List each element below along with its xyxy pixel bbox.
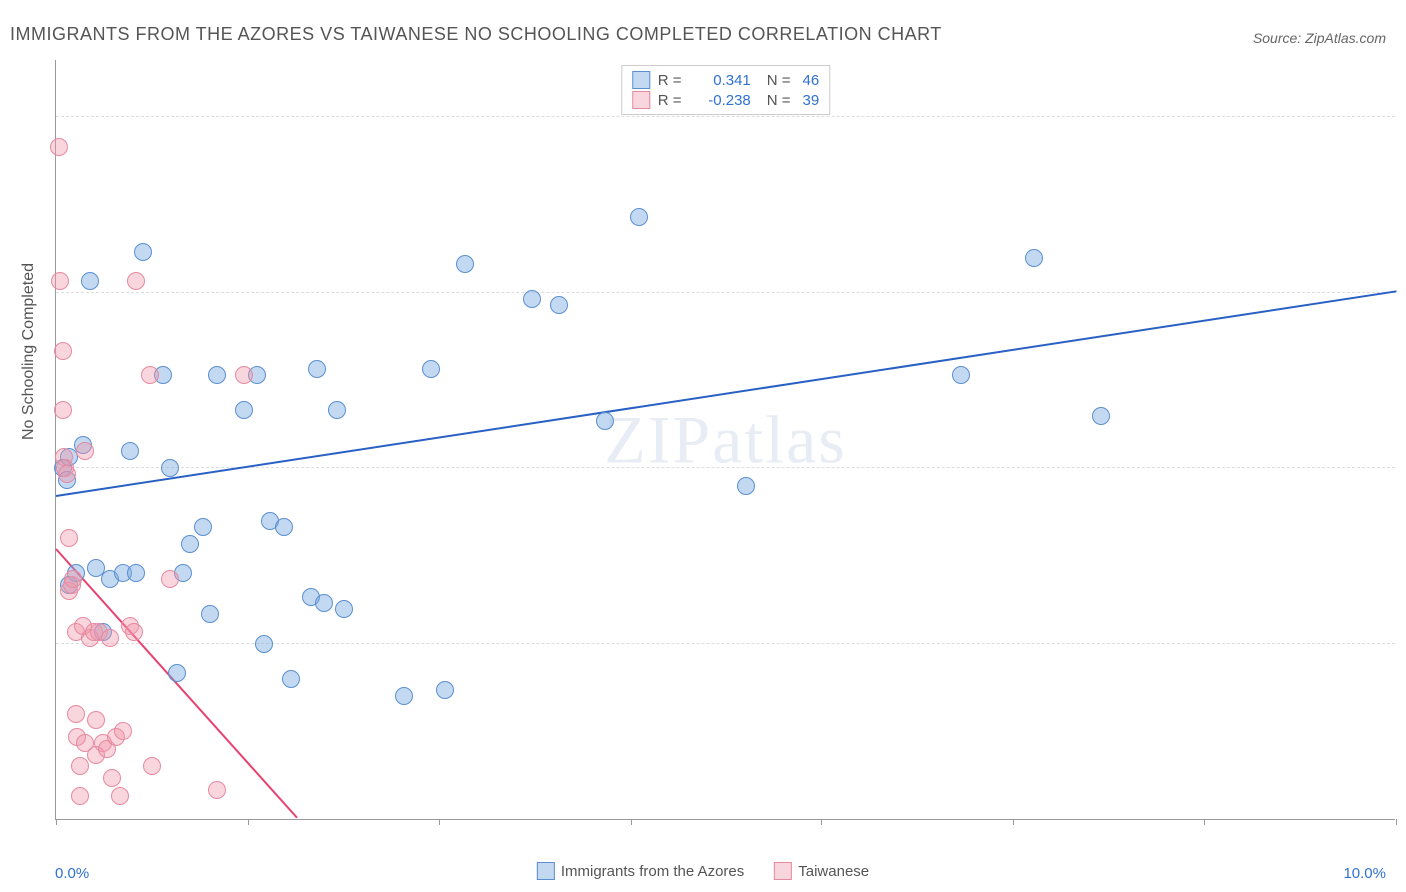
data-point	[328, 401, 346, 419]
data-point	[67, 705, 85, 723]
data-point	[235, 366, 253, 384]
legend-stats-row: R = 0.341 N = 46	[632, 70, 819, 90]
x-tick	[631, 819, 632, 825]
legend-r-label: R =	[658, 72, 688, 89]
legend-swatch-icon	[632, 91, 650, 109]
data-point	[168, 664, 186, 682]
x-tick	[248, 819, 249, 825]
data-point	[76, 442, 94, 460]
gridline	[56, 116, 1395, 117]
data-point	[161, 570, 179, 588]
x-tick	[439, 819, 440, 825]
data-point	[456, 255, 474, 273]
legend-item-taiwanese: Taiwanese	[774, 862, 869, 880]
data-point	[315, 594, 333, 612]
data-point	[81, 272, 99, 290]
data-point	[550, 296, 568, 314]
legend-n-label: N =	[767, 72, 791, 89]
x-tick	[821, 819, 822, 825]
data-point	[58, 465, 76, 483]
data-point	[103, 769, 121, 787]
x-axis-max-label: 10.0%	[1343, 865, 1386, 882]
data-point	[54, 342, 72, 360]
legend-n-value: 39	[803, 92, 820, 109]
source-attribution: Source: ZipAtlas.com	[1253, 30, 1386, 46]
data-point	[737, 477, 755, 495]
data-point	[308, 360, 326, 378]
gridline	[56, 292, 1395, 293]
trendline	[55, 548, 298, 818]
legend-r-value: 0.341	[696, 72, 751, 89]
legend-swatch-taiwanese	[774, 862, 792, 880]
data-point	[134, 243, 152, 261]
data-point	[282, 670, 300, 688]
data-point	[275, 518, 293, 536]
x-tick	[1396, 819, 1397, 825]
data-point	[60, 529, 78, 547]
data-point	[194, 518, 212, 536]
data-point	[127, 564, 145, 582]
data-point	[523, 290, 541, 308]
data-point	[111, 787, 129, 805]
legend-item-azores: Immigrants from the Azores	[537, 862, 744, 880]
legend-n-label: N =	[767, 92, 791, 109]
x-tick	[56, 819, 57, 825]
data-point	[1025, 249, 1043, 267]
legend-r-label: R =	[658, 92, 688, 109]
legend-stats-row: R = -0.238 N = 39	[632, 90, 819, 110]
data-point	[235, 401, 253, 419]
legend-n-value: 46	[803, 72, 820, 89]
data-point	[51, 272, 69, 290]
data-point	[335, 600, 353, 618]
data-point	[952, 366, 970, 384]
x-tick	[1204, 819, 1205, 825]
data-point	[255, 635, 273, 653]
data-point	[114, 722, 132, 740]
y-axis-label: No Schooling Completed	[20, 263, 38, 440]
data-point	[121, 442, 139, 460]
data-point	[630, 208, 648, 226]
data-point	[436, 681, 454, 699]
data-point	[208, 366, 226, 384]
data-point	[54, 401, 72, 419]
x-axis-min-label: 0.0%	[55, 865, 89, 882]
data-point	[181, 535, 199, 553]
legend-stats: R = 0.341 N = 46 R = -0.238 N = 39	[621, 65, 830, 115]
data-point	[596, 412, 614, 430]
plot-area: 1.5%3.0%4.5%6.0%ZIPatlasR =0.341N =46R =…	[55, 60, 1395, 820]
legend-label-taiwanese: Taiwanese	[798, 863, 869, 880]
data-point	[125, 623, 143, 641]
data-point	[422, 360, 440, 378]
data-point	[1092, 407, 1110, 425]
data-point	[71, 757, 89, 775]
legend-label-azores: Immigrants from the Azores	[561, 863, 744, 880]
data-point	[208, 781, 226, 799]
legend-swatch-azores	[537, 862, 555, 880]
data-point	[161, 459, 179, 477]
data-point	[50, 138, 68, 156]
chart-title: IMMIGRANTS FROM THE AZORES VS TAIWANESE …	[10, 24, 942, 45]
data-point	[143, 757, 161, 775]
legend-bottom: Immigrants from the Azores Taiwanese	[537, 862, 869, 880]
data-point	[395, 687, 413, 705]
legend-swatch-icon	[632, 71, 650, 89]
data-point	[127, 272, 145, 290]
gridline	[56, 467, 1395, 468]
data-point	[87, 711, 105, 729]
data-point	[141, 366, 159, 384]
data-point	[101, 629, 119, 647]
data-point	[201, 605, 219, 623]
legend-r-value: -0.238	[696, 92, 751, 109]
data-point	[64, 570, 82, 588]
x-tick	[1013, 819, 1014, 825]
data-point	[71, 787, 89, 805]
